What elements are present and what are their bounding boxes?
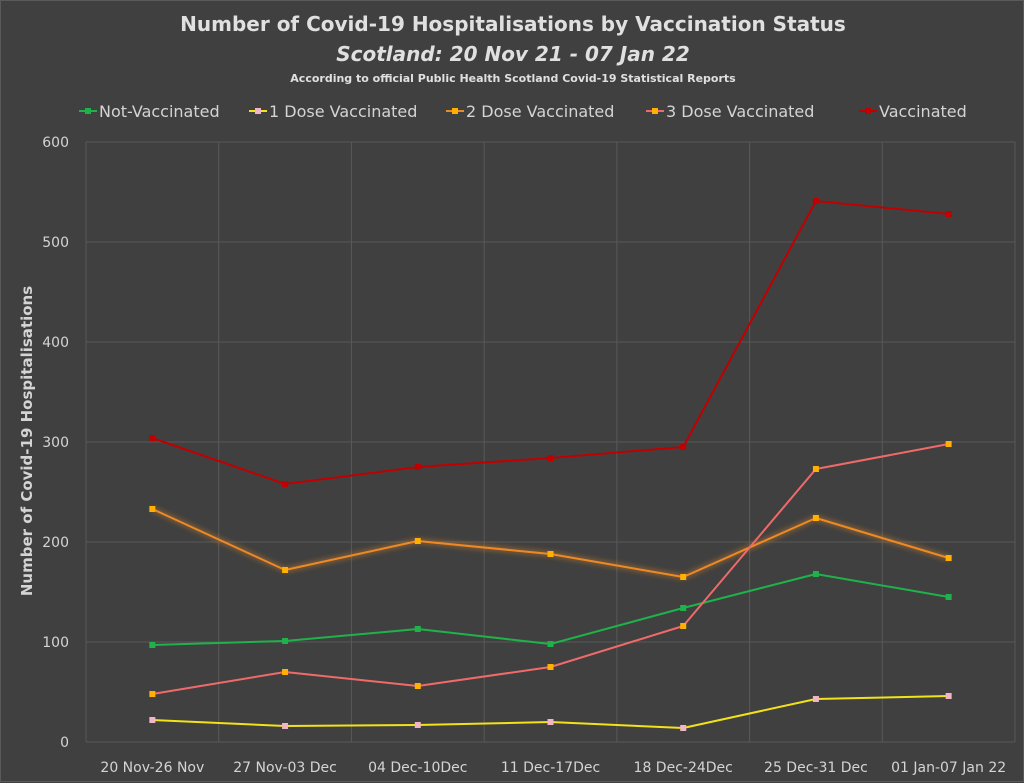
y-axis-label: Number of Covid-19 Hospitalisations (18, 286, 36, 596)
data-point (812, 571, 819, 577)
data-point (680, 623, 687, 629)
x-tick-label: 25 Dec-31 Dec (764, 760, 868, 776)
series-2-dose-vaccinated (149, 506, 952, 580)
y-axis-ticks: 0 100 200 300 400 500 600 (42, 135, 69, 751)
y-tick-label: 400 (42, 335, 69, 351)
y-tick-label: 300 (42, 435, 69, 451)
chart-title: Number of Covid-19 Hospitalisations by V… (180, 12, 846, 36)
data-point (680, 574, 687, 580)
data-point (149, 717, 156, 723)
x-tick-label: 18 Dec-24Dec (634, 760, 733, 776)
x-tick-label: 01 Jan-07 Jan 22 (891, 760, 1006, 776)
legend-item: Vaccinated (859, 102, 967, 121)
data-point (945, 441, 952, 447)
legend-label: 3 Dose Vaccinated (666, 102, 814, 121)
data-point (812, 466, 819, 472)
data-point (282, 567, 289, 573)
data-point (282, 638, 289, 644)
series-line (152, 573, 949, 646)
legend-swatch-marker (652, 108, 658, 114)
x-axis-ticks: 20 Nov-26 Nov 27 Nov-03 Dec 04 Dec-10Dec 11… (100, 760, 1006, 776)
data-point (547, 664, 554, 670)
legend-swatch-marker (452, 108, 458, 114)
data-point (414, 538, 421, 544)
legend-label: Not-Vaccinated (99, 102, 220, 121)
legend-item: Not-Vaccinated (79, 102, 220, 121)
y-tick-label: 200 (42, 535, 69, 551)
legend-swatch-marker (255, 108, 261, 114)
series-3-dose-vaccinated (149, 441, 952, 697)
data-point (414, 683, 421, 689)
data-point (945, 555, 952, 561)
y-tick-label: 100 (42, 635, 69, 651)
data-point (547, 551, 554, 557)
legend-swatch-marker (865, 108, 871, 114)
x-tick-label: 11 Dec-17Dec (501, 760, 600, 776)
data-point (680, 725, 687, 731)
data-point (282, 723, 289, 729)
data-point (414, 464, 421, 470)
data-point (945, 594, 952, 600)
legend-swatch-marker (85, 108, 91, 114)
chart-subtitle: Scotland: 20 Nov 21 - 07 Jan 22 (336, 42, 690, 66)
series-vaccinated (149, 198, 952, 487)
series-line (152, 443, 949, 695)
y-tick-label: 500 (42, 235, 69, 251)
data-point (547, 719, 554, 725)
y-tick-label: 600 (42, 135, 69, 151)
data-point (149, 691, 156, 697)
data-point (945, 693, 952, 699)
legend-item: 3 Dose Vaccinated (646, 102, 814, 121)
data-point (547, 641, 554, 647)
chart-note: According to official Public Health Scot… (290, 72, 736, 85)
data-point (680, 605, 687, 611)
legend-label: 2 Dose Vaccinated (466, 102, 614, 121)
x-tick-label: 04 Dec-10Dec (368, 760, 467, 776)
legend-item: 2 Dose Vaccinated (446, 102, 614, 121)
y-tick-label: 0 (60, 735, 69, 751)
data-point (680, 444, 687, 450)
data-point (149, 642, 156, 648)
x-tick-label: 20 Nov-26 Nov (100, 760, 204, 776)
legend: Not-Vaccinated 1 Dose Vaccinated 2 Dose Va… (79, 102, 967, 121)
x-tick-label: 27 Nov-03 Dec (233, 760, 337, 776)
gridlines (85, 141, 1016, 743)
legend-item: 1 Dose Vaccinated (249, 102, 417, 121)
series-layer (149, 198, 952, 731)
data-point (149, 435, 156, 441)
data-point (414, 626, 421, 632)
data-point (547, 455, 554, 461)
data-point (414, 722, 421, 728)
series-1-dose-vaccinated (149, 693, 952, 731)
series-not-vaccinated (149, 571, 952, 648)
data-point (282, 669, 289, 675)
data-point (812, 696, 819, 702)
data-point (282, 481, 289, 487)
legend-label: 1 Dose Vaccinated (269, 102, 417, 121)
data-point (945, 211, 952, 217)
data-point (149, 506, 156, 512)
data-point (812, 515, 819, 521)
series-line (151, 508, 949, 578)
legend-label: Vaccinated (879, 102, 967, 121)
data-point (812, 198, 819, 204)
